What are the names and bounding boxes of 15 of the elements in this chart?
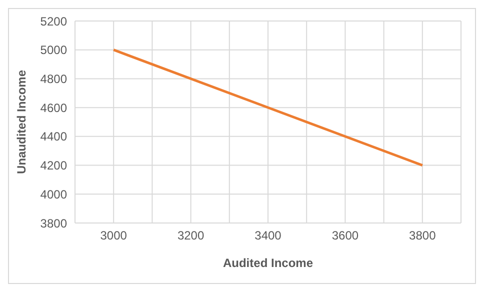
y-tick-label: 4200 bbox=[40, 158, 68, 173]
x-tick-label: 3000 bbox=[100, 228, 128, 243]
y-tick-label: 4000 bbox=[40, 187, 68, 202]
y-tick-label: 3800 bbox=[40, 216, 68, 230]
x-tick-label: 3800 bbox=[409, 228, 436, 243]
y-tick-label: 5200 bbox=[40, 14, 68, 28]
y-tick-label: 4400 bbox=[40, 130, 68, 144]
x-tick-label: 3600 bbox=[332, 228, 359, 243]
x-tick-label: 3400 bbox=[254, 228, 282, 243]
y-tick-label: 4600 bbox=[40, 100, 68, 115]
x-tick-label: 3200 bbox=[177, 228, 204, 243]
y-tick-label: 4800 bbox=[40, 72, 68, 86]
y-axis-title: Unaudited Income bbox=[14, 70, 28, 174]
y-tick-label: 5000 bbox=[40, 43, 68, 58]
x-axis-title: Audited Income bbox=[222, 256, 314, 270]
